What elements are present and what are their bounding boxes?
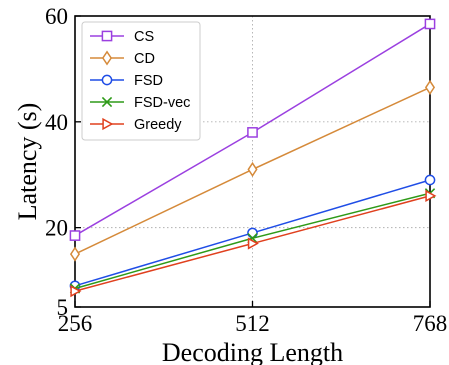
y-axis-title: Latency (s) (13, 103, 42, 221)
legend-label: CD (134, 51, 155, 67)
data-point-cs (70, 231, 79, 240)
data-point-cd (426, 81, 434, 93)
data-point-fsd (248, 228, 257, 237)
legend-marker (102, 31, 111, 40)
data-point-fsd (425, 175, 434, 184)
legend: CS CD FSD FSD-vec Greedy (82, 22, 200, 140)
legend-marker (102, 75, 111, 84)
y-tick-label: 60 (45, 4, 68, 29)
y-tick-label: 5 (57, 295, 69, 320)
x-tick-label: 512 (235, 311, 270, 336)
legend-label: FSD (134, 73, 163, 89)
data-point-cs (425, 19, 434, 28)
x-tick-label: 768 (413, 311, 448, 336)
legend-label: CS (134, 29, 154, 45)
data-point-cd (248, 163, 256, 175)
x-axis-title: Decoding Length (162, 338, 343, 365)
data-point-greedy (249, 239, 258, 249)
legend-label: Greedy (134, 117, 182, 133)
data-point-cs (248, 128, 257, 137)
y-tick-label: 40 (45, 110, 68, 135)
y-tick-label: 20 (45, 216, 68, 241)
legend-label: FSD-vec (134, 95, 190, 111)
data-point-cd (71, 248, 79, 260)
